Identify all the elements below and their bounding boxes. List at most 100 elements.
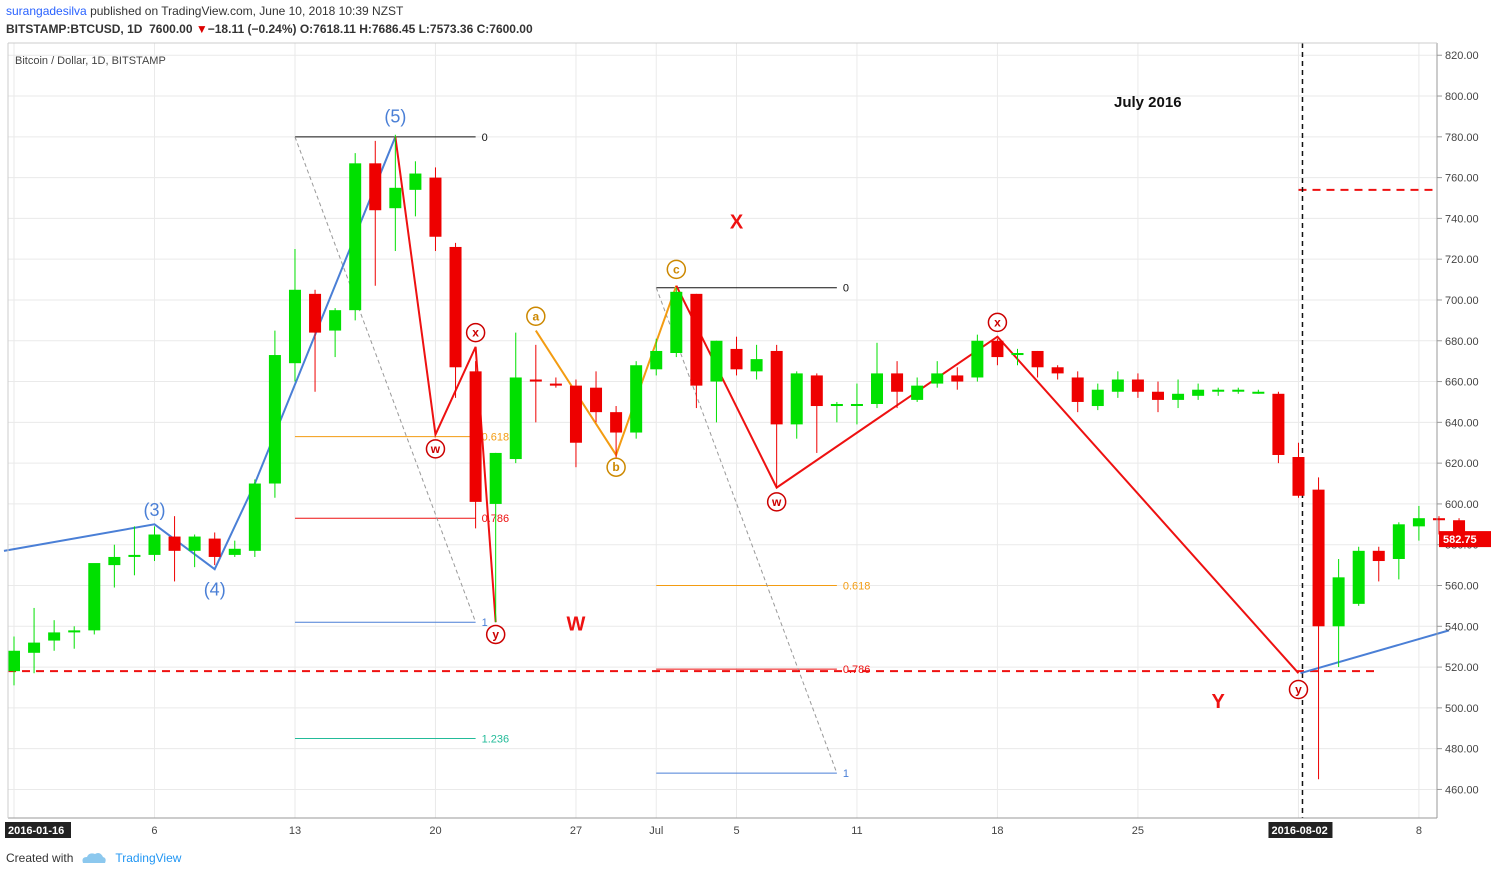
candle-body: [1412, 518, 1425, 527]
candle-body: [1111, 379, 1124, 392]
ohlc-values: O:7618.11 H:7686.45 L:7573.36 C:7600.00: [299, 22, 533, 36]
fib1-trend-line: [294, 136, 477, 623]
candle-body: [288, 289, 301, 364]
new-trend-path: [1300, 629, 1450, 675]
wave-circle-marker: [766, 492, 787, 512]
fib1-level-label: 0: [482, 132, 488, 144]
fib2-level-label: 0: [843, 283, 849, 295]
candle-body: [1131, 379, 1144, 392]
y-axis-label: 740.00: [1445, 213, 1479, 225]
y-axis-label: 600.00: [1445, 499, 1479, 511]
candle-body: [509, 377, 522, 460]
x-axis-label: 5: [733, 825, 739, 837]
wave-circle-marker: [425, 439, 446, 459]
candle-body: [1192, 389, 1205, 396]
fib2-level-label: 1: [843, 768, 849, 780]
candle-body: [1172, 393, 1185, 400]
wave-circle-marker: [666, 259, 687, 280]
created-with-text: Created with: [6, 851, 74, 865]
wave-circle-label: b: [612, 460, 619, 474]
wave-x-y-path: [675, 285, 1300, 674]
candle-body: [329, 310, 342, 331]
wave-circle-label: x: [472, 326, 479, 340]
author-link[interactable]: surangadesilva: [6, 4, 87, 18]
x-axis-marker: [1268, 822, 1333, 838]
chart-title: Bitcoin / Dollar, 1D, BITSTAMP: [15, 55, 166, 67]
candle-body: [1372, 550, 1385, 562]
wave-degree-label: Y: [1212, 691, 1226, 713]
candle-body: [810, 375, 823, 407]
fib2-level-label: 0.786: [843, 664, 871, 676]
x-axis-label: 20: [429, 825, 441, 837]
candle-body: [349, 163, 362, 311]
candle-body: [891, 373, 904, 392]
candle-body: [1051, 367, 1064, 374]
candle-body: [409, 173, 422, 190]
last-price: 7600.00: [149, 22, 193, 36]
candle-body: [208, 538, 221, 557]
x-axis-label: 18: [991, 825, 1003, 837]
candle-body: [971, 340, 984, 378]
y-axis-label: 460.00: [1445, 784, 1479, 796]
wave-circle-label: x: [994, 315, 1001, 329]
tradingview-brand[interactable]: TradingView: [115, 851, 182, 865]
candle-body: [1071, 377, 1084, 402]
candle-body: [790, 373, 803, 425]
candle-body: [108, 556, 121, 566]
candle-body: [188, 536, 201, 551]
y-axis-label: 620.00: [1445, 458, 1479, 470]
x-axis-label: 27: [570, 825, 582, 837]
candle-body: [991, 340, 1004, 358]
last-price-tag: [1439, 531, 1491, 548]
candlestick-series: [8, 134, 1466, 780]
chart-grid: [8, 43, 1437, 818]
x-axis-label: 13: [289, 825, 301, 837]
wave-circle-marker: [465, 322, 486, 343]
candle-body: [248, 483, 261, 551]
x-axis-label: 8: [1416, 825, 1422, 837]
wave-degree-label: X: [730, 212, 744, 234]
candle-body: [630, 365, 643, 433]
y-axis-label: 640.00: [1445, 417, 1479, 429]
candle-body: [389, 187, 402, 209]
y-axis-label: 760.00: [1445, 173, 1479, 185]
candle-body: [1292, 457, 1305, 496]
wave-label: (5): [384, 107, 406, 127]
candle-body: [750, 359, 763, 372]
candle-body: [469, 371, 482, 502]
wave-circle-label: c: [673, 262, 680, 276]
down-arrow-icon: ▼: [195, 22, 208, 36]
candle-body: [670, 291, 683, 353]
y-axis-label: 520.00: [1445, 662, 1479, 674]
fib1-level-label: 0.618: [482, 432, 510, 444]
candle-body: [1312, 489, 1325, 627]
candle-body: [610, 412, 623, 433]
y-axis-label: 820.00: [1445, 50, 1479, 62]
wave-degree-label: W: [567, 613, 586, 635]
wave-circle-label: w: [430, 442, 441, 456]
symbol-line: BITSTAMP:BTCUSD, 1D 7600.00 ▼−18.11 (−0.…: [6, 22, 533, 36]
candle-body: [449, 246, 462, 368]
fib2-level-label: 0.618: [843, 581, 871, 593]
candle-body: [228, 548, 241, 555]
candle-body: [529, 379, 542, 382]
wave-label: (4): [204, 580, 226, 600]
y-axis-label: 560.00: [1445, 581, 1479, 593]
candle-body: [1332, 577, 1345, 627]
candle-body: [1091, 389, 1104, 407]
y-axis-label: 780.00: [1445, 132, 1479, 144]
candle-body: [730, 348, 743, 370]
candle-body: [549, 383, 562, 386]
symbol-name: BITSTAMP:BTCUSD, 1D: [6, 22, 143, 36]
candle-body: [8, 650, 20, 672]
wave-circle-marker: [1288, 679, 1309, 700]
y-axis-label: 500.00: [1445, 703, 1479, 715]
candle-body: [830, 403, 843, 407]
fib1-level-label: 1.236: [482, 733, 510, 745]
x-axis-label: 11: [851, 825, 862, 837]
candle-body: [1232, 389, 1245, 392]
impulse-wave-path: [3, 136, 397, 571]
wave-circle-label: y: [1295, 683, 1302, 697]
wave-circle-label: w: [771, 495, 782, 509]
